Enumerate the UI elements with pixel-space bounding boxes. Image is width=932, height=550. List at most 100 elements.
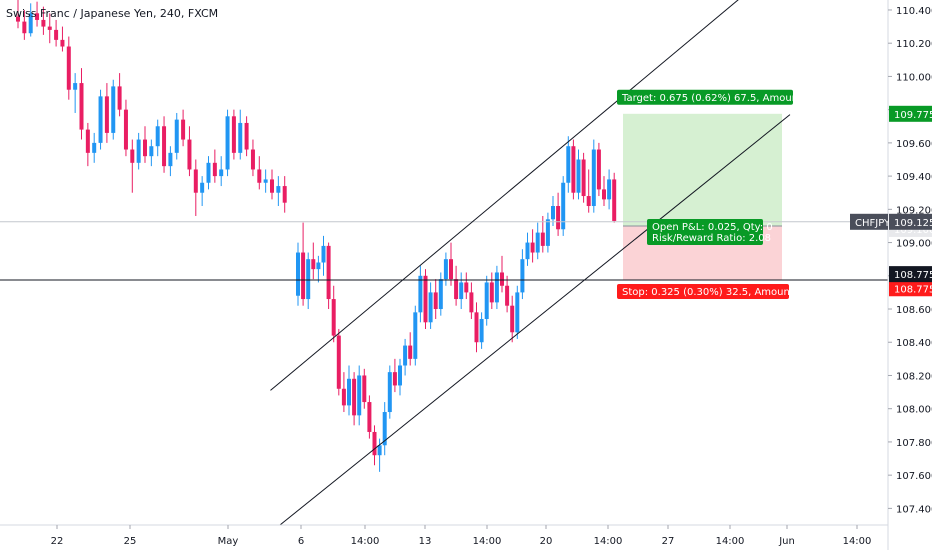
candle[interactable] — [392, 358, 397, 393]
candle[interactable] — [257, 156, 262, 190]
candle[interactable] — [149, 139, 154, 167]
candle[interactable] — [174, 112, 179, 160]
candle[interactable] — [505, 275, 510, 313]
candle[interactable] — [66, 36, 71, 100]
candle[interactable] — [162, 116, 167, 173]
candle[interactable] — [403, 338, 408, 376]
candle[interactable] — [561, 176, 566, 236]
candle[interactable] — [321, 235, 326, 276]
candle[interactable] — [581, 152, 586, 203]
candle[interactable] — [92, 132, 97, 163]
candle[interactable] — [35, 1, 40, 27]
candle[interactable] — [219, 156, 224, 187]
candle[interactable] — [47, 13, 52, 44]
candle[interactable] — [306, 252, 311, 310]
candle[interactable] — [449, 242, 453, 286]
candle[interactable] — [418, 265, 423, 323]
candle[interactable] — [576, 149, 581, 200]
candle[interactable] — [200, 176, 205, 207]
candle[interactable] — [181, 109, 186, 147]
candle[interactable] — [520, 249, 525, 300]
candle[interactable] — [372, 425, 377, 466]
candle[interactable] — [398, 358, 402, 396]
candle[interactable] — [98, 89, 103, 150]
candle[interactable] — [238, 109, 243, 160]
candle[interactable] — [500, 255, 504, 293]
candle[interactable] — [28, 3, 33, 37]
candle[interactable] — [22, 9, 27, 40]
candle[interactable] — [54, 19, 59, 47]
candle[interactable] — [459, 272, 464, 310]
candle[interactable] — [545, 212, 550, 253]
candle[interactable] — [510, 295, 515, 343]
candle[interactable] — [423, 269, 428, 329]
candle[interactable] — [377, 438, 382, 472]
candle[interactable] — [494, 265, 499, 310]
candle[interactable] — [104, 83, 109, 143]
candle[interactable] — [60, 26, 65, 52]
candle[interactable] — [123, 99, 128, 157]
candle[interactable] — [357, 365, 362, 426]
candle[interactable] — [347, 365, 351, 416]
candle[interactable] — [556, 192, 561, 236]
candle[interactable] — [316, 255, 321, 283]
candle[interactable] — [479, 312, 484, 349]
candle[interactable] — [408, 332, 413, 366]
candle[interactable] — [326, 242, 331, 310]
candle[interactable] — [489, 272, 494, 310]
candle[interactable] — [525, 232, 530, 266]
target-zone[interactable] — [623, 113, 782, 226]
candle[interactable] — [433, 279, 438, 319]
candle[interactable] — [225, 109, 230, 177]
candle[interactable] — [282, 176, 287, 213]
candle[interactable] — [469, 282, 474, 319]
candle[interactable] — [551, 196, 555, 226]
candle[interactable] — [454, 265, 459, 306]
candle[interactable] — [535, 222, 540, 260]
candle[interactable] — [591, 139, 596, 213]
plot-area[interactable]: Target: 0.675 (0.62%) 67.5, Amount: 1 Sto… — [0, 0, 888, 526]
channel-line[interactable] — [279, 114, 791, 526]
candle[interactable] — [571, 139, 576, 200]
candle[interactable] — [155, 119, 160, 157]
candle[interactable] — [206, 156, 211, 190]
candle[interactable] — [244, 116, 249, 157]
candle[interactable] — [301, 222, 306, 306]
candle[interactable] — [85, 122, 90, 167]
candle[interactable] — [607, 169, 612, 210]
candle[interactable] — [187, 126, 192, 177]
candle[interactable] — [263, 169, 268, 193]
candle[interactable] — [231, 109, 236, 160]
candle[interactable] — [276, 176, 281, 207]
candle[interactable] — [311, 242, 316, 280]
candle[interactable] — [336, 328, 341, 396]
channel-line[interactable] — [270, 0, 747, 391]
candle[interactable] — [464, 272, 469, 300]
candle[interactable] — [586, 169, 591, 213]
candle[interactable] — [530, 229, 535, 263]
candle[interactable] — [484, 275, 489, 326]
candle[interactable] — [117, 73, 122, 117]
candle[interactable] — [16, 0, 20, 29]
candle[interactable] — [270, 169, 274, 200]
candle[interactable] — [41, 6, 46, 35]
candle[interactable] — [341, 372, 346, 413]
candle[interactable] — [413, 305, 418, 366]
candle[interactable] — [130, 139, 135, 193]
candle[interactable] — [428, 282, 433, 329]
candle[interactable] — [382, 402, 387, 456]
candle[interactable] — [515, 285, 520, 339]
candle[interactable] — [193, 159, 198, 216]
candle[interactable] — [367, 395, 372, 439]
candle[interactable] — [111, 79, 116, 140]
candle[interactable] — [212, 149, 217, 183]
candle[interactable] — [73, 73, 78, 113]
candle[interactable] — [596, 142, 601, 197]
candle[interactable] — [168, 146, 173, 177]
candle[interactable] — [250, 139, 255, 177]
candle[interactable] — [79, 68, 84, 140]
candle[interactable] — [136, 132, 141, 170]
candle[interactable] — [352, 372, 357, 426]
candle[interactable] — [612, 172, 617, 223]
